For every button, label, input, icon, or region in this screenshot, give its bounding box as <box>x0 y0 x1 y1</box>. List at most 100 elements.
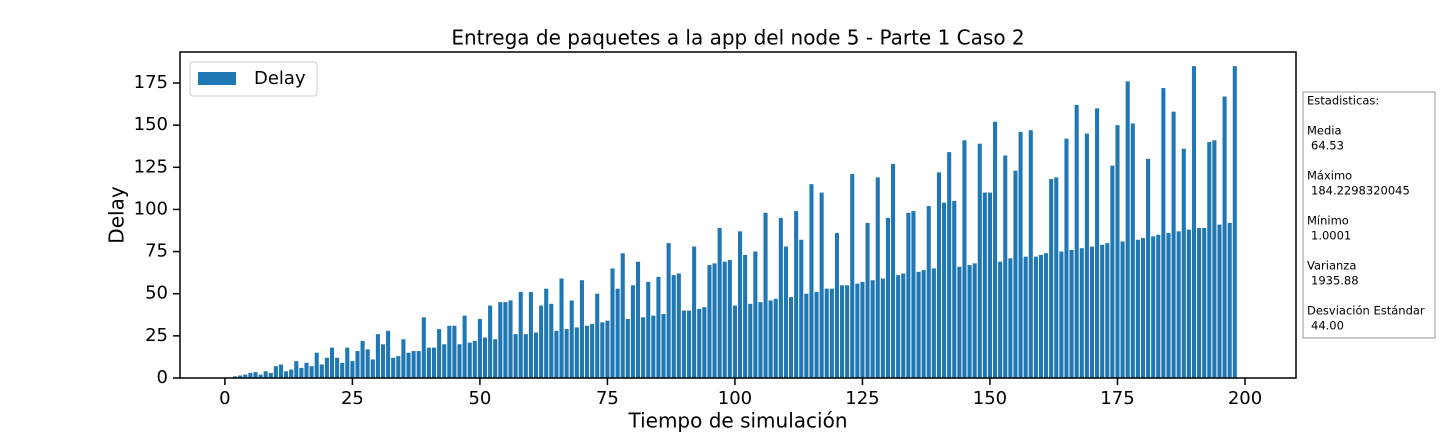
bar <box>1059 251 1064 378</box>
bar <box>360 340 365 378</box>
bar <box>646 281 651 378</box>
bar <box>1079 248 1084 378</box>
bar <box>345 347 350 378</box>
bar <box>681 310 686 378</box>
stats-label: Mínimo <box>1307 214 1349 228</box>
x-axis-label: Tiempo de simulación <box>627 409 847 432</box>
stats-value: 1.0001 <box>1311 229 1351 243</box>
bar <box>370 359 375 378</box>
bar <box>727 260 732 378</box>
bar <box>365 349 370 378</box>
bar <box>829 288 834 378</box>
stats-label: Varianza <box>1307 259 1356 273</box>
bar <box>620 253 625 378</box>
bar <box>263 371 268 378</box>
bar <box>1069 249 1074 378</box>
bar <box>901 273 906 378</box>
bar <box>431 347 437 378</box>
bar <box>692 246 697 378</box>
bar <box>610 268 615 378</box>
bar <box>717 227 722 378</box>
bar <box>329 347 335 378</box>
bar <box>615 288 620 378</box>
bar <box>1084 133 1089 378</box>
x-tick-label: 175 <box>1100 388 1134 409</box>
bar <box>294 361 299 378</box>
bar <box>1186 229 1191 378</box>
bar <box>753 251 758 378</box>
x-tick-label: 25 <box>341 388 364 409</box>
bar <box>635 261 641 378</box>
legend-box <box>189 61 318 97</box>
bar <box>574 327 579 378</box>
bar <box>957 266 962 378</box>
stats-label: Desviación Estándar <box>1307 304 1425 318</box>
stats-box <box>1302 91 1436 339</box>
stats-label: Máximo <box>1307 169 1352 183</box>
bar <box>314 352 319 378</box>
bar <box>676 273 681 378</box>
x-tick-label: 50 <box>468 388 491 409</box>
bar <box>457 344 462 378</box>
bar <box>421 317 426 378</box>
bar <box>391 357 396 378</box>
bar <box>503 302 508 378</box>
bar <box>656 276 661 378</box>
bar <box>799 239 804 378</box>
bar <box>1217 224 1222 378</box>
bar <box>926 206 931 378</box>
bar <box>462 315 467 378</box>
y-tick-label: 100 <box>134 198 168 219</box>
bar <box>885 217 890 378</box>
y-tick-label: 175 <box>134 72 168 93</box>
bar <box>482 337 488 378</box>
bar <box>1227 222 1232 378</box>
bar <box>467 342 472 378</box>
bar <box>335 357 340 378</box>
bar <box>289 369 294 378</box>
bar <box>579 280 584 378</box>
bar <box>319 364 324 378</box>
bar <box>355 351 360 378</box>
bar <box>549 303 554 378</box>
chart-title: Entrega de paquetes a la app del node 5 … <box>451 26 1024 50</box>
bar <box>783 246 788 378</box>
bar <box>768 300 773 378</box>
bar <box>273 366 278 378</box>
bar <box>773 298 778 378</box>
bar <box>380 344 386 378</box>
bar <box>493 339 498 378</box>
x-tick-label: 0 <box>219 388 230 409</box>
bar <box>625 319 630 378</box>
bar <box>278 364 284 378</box>
bar <box>1125 81 1130 378</box>
bar <box>1232 66 1237 379</box>
bar <box>488 305 493 378</box>
bar <box>508 300 513 378</box>
x-tick-label: 200 <box>1228 388 1262 409</box>
bar <box>1115 125 1120 378</box>
stats-value: 44.00 <box>1311 319 1344 333</box>
bar <box>916 271 921 378</box>
bar <box>891 163 896 378</box>
bar <box>442 344 447 378</box>
bar <box>1064 138 1069 378</box>
x-tick-label: 100 <box>718 388 752 409</box>
bar <box>233 376 238 378</box>
bar <box>1013 170 1018 378</box>
bar <box>1176 231 1181 378</box>
bar <box>834 233 839 378</box>
bar <box>477 319 482 378</box>
bar <box>702 307 707 378</box>
plot-frame <box>179 51 1297 379</box>
bar <box>411 351 416 378</box>
bar <box>350 361 355 378</box>
bar <box>758 302 763 378</box>
bar <box>324 357 329 378</box>
bar <box>452 325 457 378</box>
bar <box>921 270 926 378</box>
bar <box>942 202 947 378</box>
bar <box>641 317 646 378</box>
bar <box>386 330 391 378</box>
bar <box>253 372 258 378</box>
